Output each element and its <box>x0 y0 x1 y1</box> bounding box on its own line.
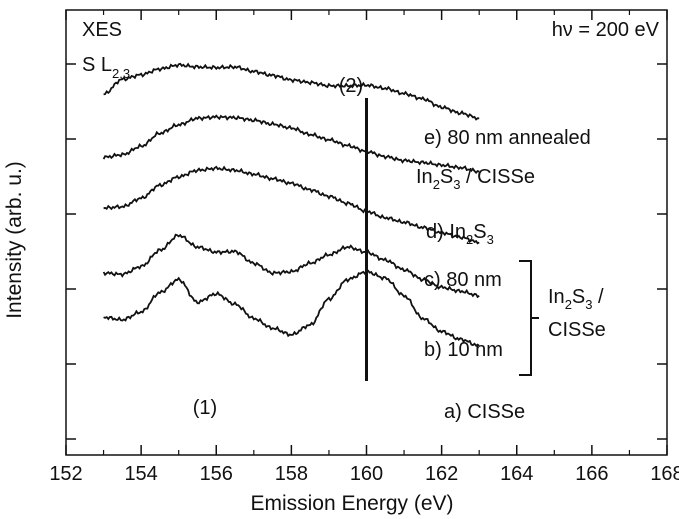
series-label-d: d) In2S3 <box>426 221 494 247</box>
y-axis-label: Intensity (arb. u.) <box>3 161 26 319</box>
edge-label: S L2,3 <box>82 54 130 81</box>
x-tick-labels: 152 154 156 158 160 162 164 166 168 <box>49 463 679 485</box>
x-tick-label: 156 <box>200 463 233 485</box>
method-label: XES <box>82 19 122 41</box>
x-tick-label: 162 <box>425 463 458 485</box>
x-tick-label: 158 <box>275 463 308 485</box>
bracket-label-line2: CISSe <box>548 319 606 341</box>
series-line-b <box>102 233 480 299</box>
x-tick-label: 160 <box>350 463 383 485</box>
series-label-e-line2: In2S3 / CISSe <box>416 166 535 192</box>
series-line-a <box>103 269 480 347</box>
x-tick-label: 164 <box>500 463 533 485</box>
series-label-e-line1: e) 80 nm annealed <box>424 127 591 149</box>
series-bracket <box>519 260 539 376</box>
x-tick-label: 154 <box>124 463 157 485</box>
series-label-c: c) 80 nm <box>424 269 502 291</box>
x-tick-label: 152 <box>49 463 82 485</box>
series-label-b: b) 10 nm <box>424 339 503 361</box>
photon-energy-label: hν = 200 eV <box>552 19 660 41</box>
series-line-e <box>103 62 480 121</box>
series-group <box>102 62 480 347</box>
series-label-a: a) CISSe <box>444 401 525 423</box>
marker-2-label: (2) <box>339 75 363 97</box>
series-line-d <box>102 114 480 175</box>
x-tick-label: 166 <box>575 463 608 485</box>
bracket-label-line1: In2S3 / <box>548 286 604 312</box>
axis-ticks <box>65 10 668 455</box>
series-line-c <box>103 165 480 245</box>
marker-1-label: (1) <box>193 397 217 419</box>
x-axis-label: Emission Energy (eV) <box>250 492 453 515</box>
x-tick-label: 168 <box>650 463 679 485</box>
